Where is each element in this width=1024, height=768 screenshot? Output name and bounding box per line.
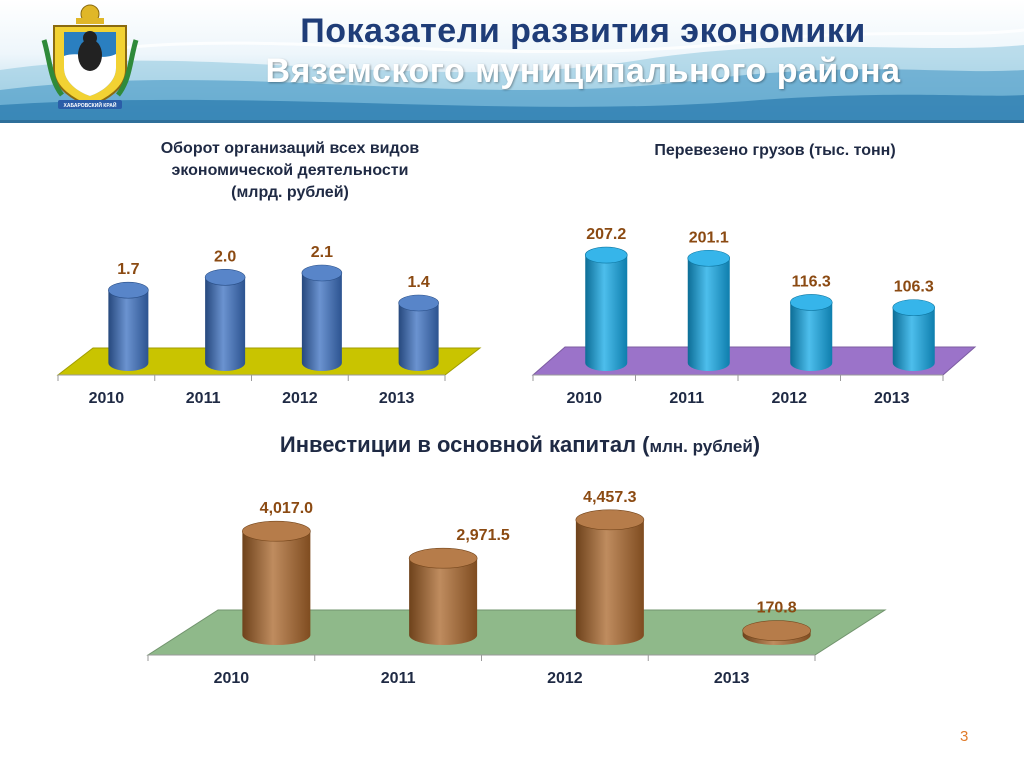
turnover-value-label: 2.0	[214, 248, 236, 265]
turnover-bar	[398, 294, 439, 371]
investment-bar	[575, 509, 645, 645]
turnover-title-line3: (млрд. рублей)	[231, 184, 349, 201]
cargo-x-tick-label: 2013	[874, 390, 910, 407]
cargo-bar-body	[687, 258, 730, 371]
investment-bar-top	[408, 547, 478, 569]
investment-bar-body	[575, 519, 644, 645]
investment-title-unit: млн. рублей	[649, 437, 753, 456]
investment-title-main: Инвестиции в основной капитал (	[279, 432, 650, 457]
page-number: 3	[960, 728, 969, 745]
investment-x-tick-label: 2012	[547, 670, 583, 687]
investment-value-label: 170.8	[757, 600, 797, 617]
cargo-value-label: 106.3	[894, 279, 934, 296]
investment-chart: 4,017.0 2010 2,971.5 2011 4,457.3 2012 170.8 20…	[146, 489, 887, 687]
turnover-bar-body	[205, 277, 246, 371]
investment-x-tick-label: 2011	[381, 670, 416, 687]
cargo-bar-body	[790, 302, 833, 371]
turnover-x-tick-label: 2013	[379, 390, 415, 407]
turnover-x-tick-label: 2011	[186, 390, 221, 407]
investment-chart-title: Инвестиции в основной капитал (млн. рубл…	[150, 432, 890, 458]
turnover-bar-body	[398, 303, 439, 371]
turnover-value-label: 1.7	[117, 261, 139, 278]
turnover-bar	[204, 268, 246, 371]
cargo-bar-body	[585, 255, 628, 371]
investment-value-label: 4,457.3	[583, 489, 636, 506]
cargo-bar-top	[892, 299, 936, 316]
page-title-line1: Показатели развития экономики	[300, 12, 866, 50]
investment-bar-body	[409, 558, 478, 645]
header-divider	[0, 120, 1024, 123]
emblem-caption: ХАБАРОВСКИЙ КРАЙ	[64, 101, 117, 109]
cargo-value-label: 201.1	[689, 229, 729, 246]
investment-bar	[408, 547, 478, 645]
investment-bar-top	[575, 509, 645, 531]
turnover-bar-top	[301, 264, 343, 282]
investment-bar	[242, 520, 311, 645]
cargo-chart: 207.2 2010 201.1 2011 116.3 2012 106.3 2013	[531, 226, 977, 407]
cargo-x-tick-label: 2012	[771, 390, 807, 407]
header-wave-decoration	[0, 28, 1024, 120]
turnover-bar-body	[301, 273, 342, 371]
investment-value-label: 4,017.0	[260, 500, 313, 517]
cargo-bar	[687, 249, 731, 371]
cargo-bar	[789, 294, 833, 371]
investment-bar-top	[242, 520, 311, 542]
turnover-x-tick-label: 2012	[282, 390, 318, 407]
cargo-bar-top	[584, 246, 628, 264]
investment-value-label: 2,971.5	[456, 527, 509, 544]
cargo-bar	[892, 299, 936, 371]
investment-x-tick-label: 2013	[714, 670, 750, 687]
investment-bar-top	[742, 620, 811, 641]
header-banner: ХАБАРОВСКИЙ КРАЙ Показатели развития эко…	[0, 0, 1024, 120]
turnover-x-tick-label: 2010	[89, 390, 125, 407]
cargo-value-label: 207.2	[586, 226, 626, 243]
investment-title-close: )	[752, 432, 761, 457]
investment-bar	[742, 620, 811, 645]
cargo-bar-top	[789, 294, 833, 311]
turnover-bar-top	[398, 294, 439, 312]
turnover-bar	[301, 264, 343, 371]
coat-of-arms-emblem: ХАБАРОВСКИЙ КРАЙ	[41, 4, 139, 109]
turnover-bar	[108, 281, 149, 371]
turnover-title-line2: экономической деятельности	[171, 162, 409, 179]
cargo-title-line1: Перевезено грузов (тыс. тонн)	[654, 142, 896, 159]
turnover-title-line1: Оборот организаций всех видов	[160, 140, 420, 157]
page-title-line2: Вяземского муниципального района	[265, 52, 901, 90]
cargo-bar	[584, 246, 628, 371]
cargo-value-label: 116.3	[792, 273, 831, 290]
turnover-value-label: 2.1	[311, 244, 333, 261]
cargo-bar-body	[892, 307, 935, 371]
turnover-bar-top	[108, 281, 149, 299]
cargo-x-tick-label: 2010	[566, 390, 602, 407]
turnover-chart-title: Оборот организаций всех видов экономичес…	[90, 138, 490, 204]
turnover-value-label: 1.4	[408, 274, 430, 291]
turnover-bar-body	[108, 290, 149, 371]
cargo-x-tick-label: 2011	[669, 390, 704, 407]
turnover-chart: 1.7 2010 2.0 2011 2.1 2012 1.4 2013	[56, 244, 482, 407]
investment-x-tick-label: 2010	[214, 670, 250, 687]
turnover-bar-top	[204, 268, 246, 286]
cargo-chart-title: Перевезено грузов (тыс. тонн)	[560, 142, 990, 160]
cargo-bar-top	[687, 249, 731, 267]
investment-bar-body	[242, 531, 311, 645]
